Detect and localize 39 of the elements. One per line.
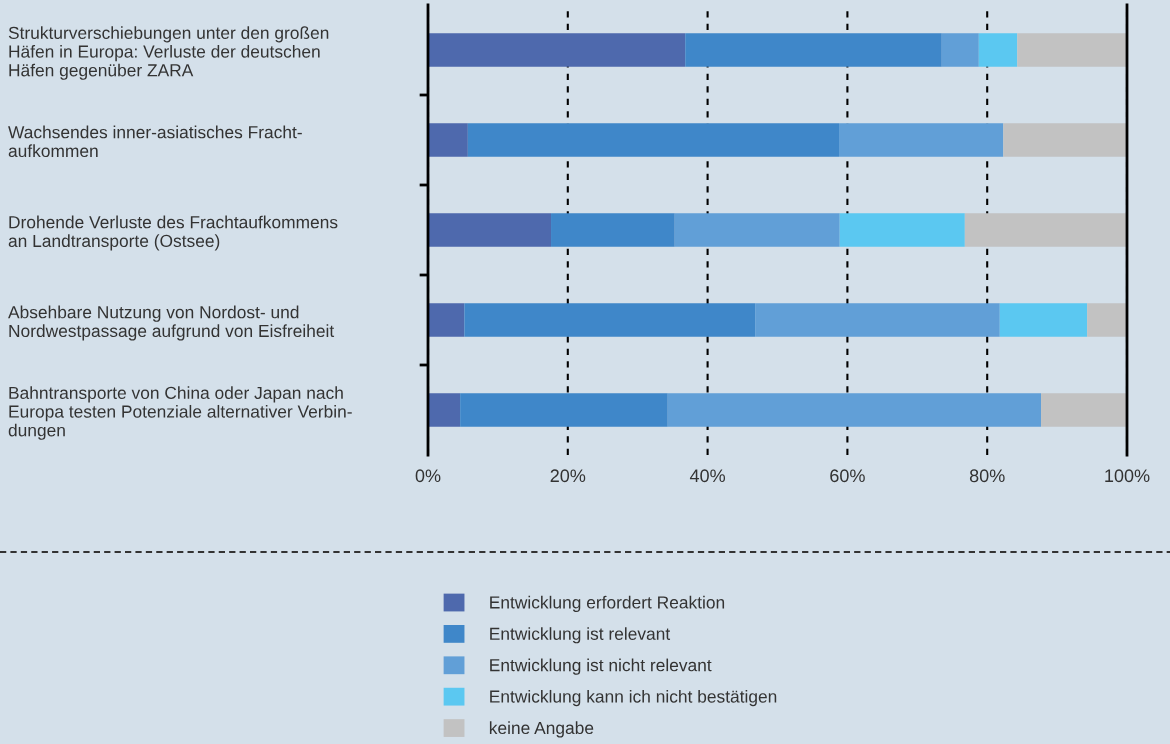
- bar: [428, 33, 686, 67]
- bar: [839, 123, 1004, 157]
- bar: [551, 213, 675, 247]
- x-tick-label: 0%: [415, 469, 441, 483]
- y-tick-label: Absehbare Nutzung von Nordost- und Nordwestpassage aufgrund von Eisfreiheit: [8, 305, 335, 341]
- x-tick-label: 20%: [550, 469, 586, 483]
- bar: [428, 303, 465, 337]
- bar: [667, 393, 1042, 427]
- bar: [428, 123, 468, 157]
- x-tick-label: 60%: [830, 469, 865, 483]
- bar: [1041, 393, 1127, 427]
- bar: [964, 213, 1127, 247]
- legend-label: Entwicklung ist nicht relevant: [490, 658, 712, 675]
- legend-label: Entwicklung erfordert Reaktion: [490, 595, 725, 612]
- bar: [674, 213, 840, 247]
- y-tick-label: Strukturverschiebungen unter den großen Häfen in Europa: Verluste der deutschen Häfen gegenüber ZARA: [8, 26, 329, 80]
- bar: [978, 33, 1018, 67]
- x-tick-label: 100%: [1105, 469, 1150, 483]
- bar: [460, 393, 668, 427]
- bar: [428, 213, 552, 247]
- y-tick-label: Wachsendes inner-asiatisches Fracht- aufkommen: [8, 125, 302, 158]
- y-tick-label: Bahntransporte von China oder Japan nach Europa testen Potenziale alternativer Verbin- dungen: [8, 386, 352, 440]
- bar: [1017, 33, 1127, 67]
- bar: [941, 33, 979, 67]
- bar: [755, 303, 1000, 337]
- legend-label: Entwicklung kann ich nicht bestätigen: [490, 689, 777, 707]
- legend-label: Entwicklung ist relevant: [490, 627, 671, 644]
- bar: [1003, 123, 1127, 157]
- x-tick-label: 80%: [969, 469, 1005, 483]
- bar: [1087, 303, 1127, 337]
- bar: [467, 123, 840, 157]
- y-tick-label: Drohende Verluste des Frachtaufkommens an Landtransporte (Ostsee): [8, 215, 338, 251]
- bar: [839, 213, 965, 247]
- bar: [999, 303, 1088, 337]
- bar: [464, 303, 756, 337]
- bar: [685, 33, 942, 67]
- x-tick-label: 40%: [689, 469, 726, 483]
- legend-label: keine Angabe: [489, 721, 594, 738]
- bar: [428, 393, 461, 427]
